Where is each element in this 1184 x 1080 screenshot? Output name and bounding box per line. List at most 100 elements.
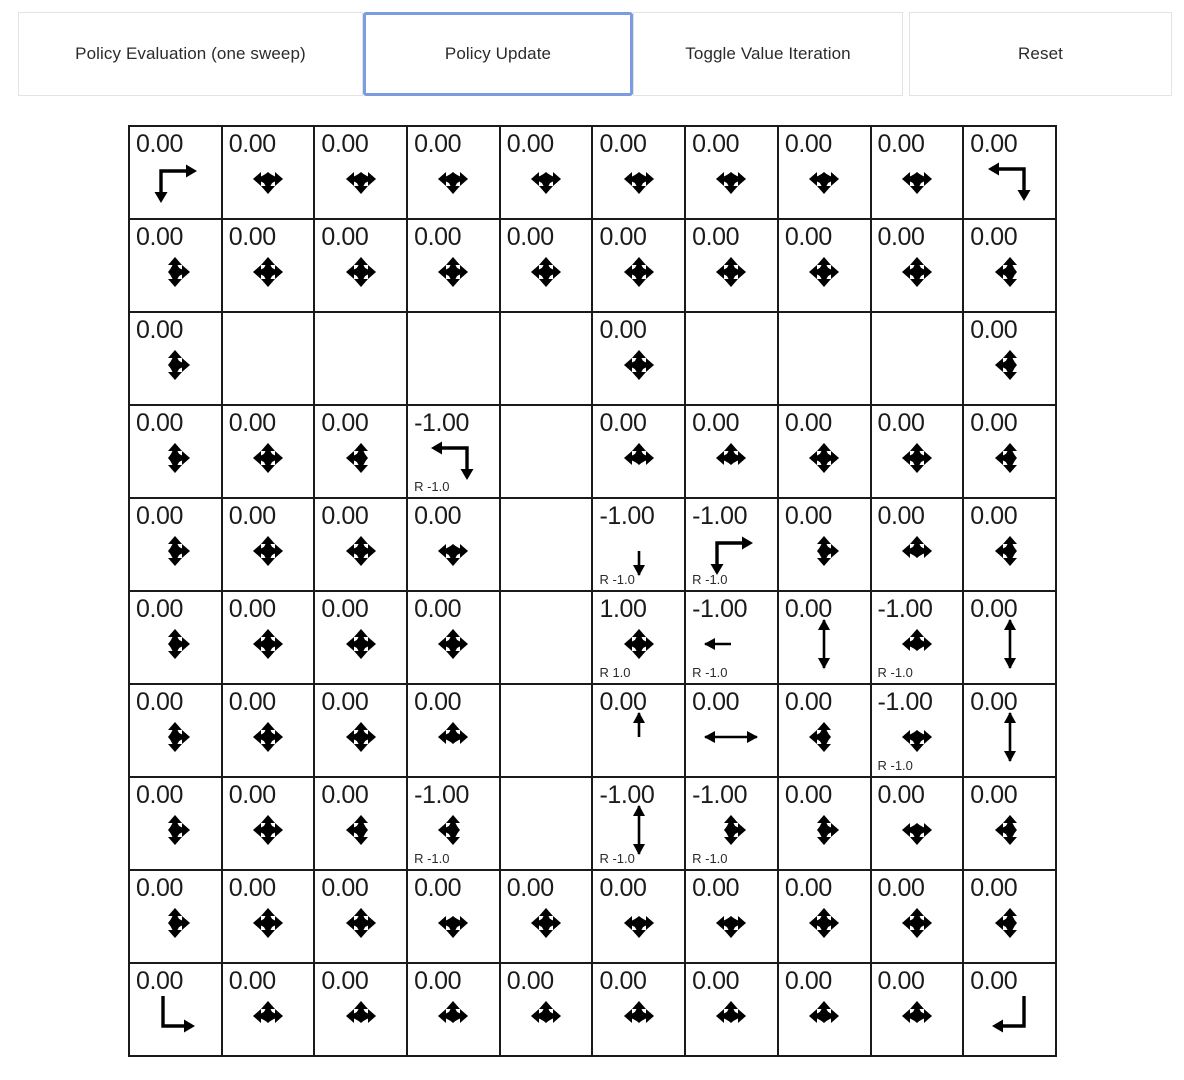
grid-cell[interactable]: 0.00	[962, 683, 1057, 778]
grid-cell[interactable]: 0.00	[962, 869, 1057, 964]
grid-cell[interactable]: 0.00	[220, 125, 316, 220]
grid-cell[interactable]: 0.00	[869, 125, 965, 220]
grid-cell[interactable]: 0.00	[406, 962, 501, 1057]
grid-cell[interactable]: 0.00	[869, 869, 965, 964]
grid-cell[interactable]: 0.00	[776, 776, 872, 871]
grid-cell[interactable]: 0.00	[684, 683, 779, 778]
grid-cell[interactable]: 0.00	[776, 218, 872, 313]
grid-cell[interactable]: 0.00	[684, 869, 779, 964]
grid-cell[interactable]: 0.00	[962, 125, 1057, 220]
grid-cell[interactable]: 0.00	[962, 311, 1057, 406]
grid-cell[interactable]: 0.00	[128, 404, 223, 499]
grid-cell[interactable]: 0.00	[313, 218, 409, 313]
grid-cell[interactable]: 0.00	[406, 869, 501, 964]
grid-cell[interactable]: 0.00	[128, 497, 223, 592]
grid-cell[interactable]: 0.00	[128, 311, 223, 406]
grid-cell-penalty[interactable]: -1.00 R -1.0	[406, 776, 501, 871]
policy-arrows-icon	[779, 525, 870, 581]
grid-cell[interactable]: 0.00	[220, 776, 316, 871]
grid-cell[interactable]: 0.00	[498, 125, 594, 220]
grid-cell[interactable]: 0.00	[776, 590, 872, 685]
grid-cell-penalty[interactable]: -1.00 R -1.0	[684, 590, 779, 685]
grid-cell-penalty[interactable]: -1.00 R -1.0	[869, 590, 965, 685]
grid-cell[interactable]: 0.00	[869, 776, 965, 871]
grid-cell[interactable]: 0.00	[220, 497, 316, 592]
grid-cell[interactable]: 0.00	[591, 218, 687, 313]
grid-cell[interactable]: 0.00	[128, 218, 223, 313]
grid-cell[interactable]: 0.00	[776, 869, 872, 964]
grid-cell[interactable]: 0.00	[684, 404, 779, 499]
grid-cell-penalty[interactable]: -1.00 R -1.0	[869, 683, 965, 778]
grid-cell-penalty[interactable]: -1.00 R -1.0	[684, 497, 779, 592]
grid-cell[interactable]: 0.00	[313, 962, 409, 1057]
grid-cell[interactable]: 0.00	[776, 497, 872, 592]
grid-cell[interactable]: 0.00	[313, 869, 409, 964]
grid-cell[interactable]: 0.00	[962, 218, 1057, 313]
grid-cell[interactable]: 0.00	[128, 776, 223, 871]
grid-cell[interactable]: 0.00	[684, 125, 779, 220]
grid-cell[interactable]: 0.00	[498, 218, 594, 313]
grid-cell[interactable]: 0.00	[313, 497, 409, 592]
grid-cell[interactable]: 0.00	[591, 869, 687, 964]
grid-cell[interactable]: 0.00	[684, 962, 779, 1057]
grid-cell-goal[interactable]: 1.00 R 1.0	[591, 590, 687, 685]
grid-cell[interactable]: 0.00	[591, 683, 687, 778]
grid-cell-penalty[interactable]: -1.00 R -1.0	[591, 497, 687, 592]
grid-cell[interactable]: 0.00	[406, 497, 501, 592]
grid-cell[interactable]: 0.00	[776, 125, 872, 220]
grid-cell[interactable]: 0.00	[591, 962, 687, 1057]
toggle-value-iteration-button[interactable]: Toggle Value Iteration	[633, 12, 903, 96]
grid-cell[interactable]: 0.00	[128, 683, 223, 778]
policy-evaluation-button[interactable]: Policy Evaluation (one sweep)	[18, 12, 363, 96]
grid-cell[interactable]: 0.00	[962, 404, 1057, 499]
policy-update-button[interactable]: Policy Update	[363, 12, 633, 96]
grid-cell[interactable]: 0.00	[220, 218, 316, 313]
grid-cell[interactable]: 0.00	[684, 218, 779, 313]
grid-cell[interactable]: 0.00	[498, 869, 594, 964]
grid-cell[interactable]: 0.00	[220, 404, 316, 499]
grid-cell-penalty[interactable]: -1.00 R -1.0	[684, 776, 779, 871]
grid-cell[interactable]: 0.00	[591, 311, 687, 406]
grid-cell[interactable]: 0.00	[498, 962, 594, 1057]
cell-value: 0.00	[228, 781, 276, 809]
policy-arrows-icon	[686, 246, 777, 302]
grid-cell-penalty[interactable]: -1.00 R -1.0	[406, 404, 501, 499]
grid-cell[interactable]: 0.00	[406, 590, 501, 685]
grid-cell[interactable]: 0.00	[313, 125, 409, 220]
grid-cell-penalty[interactable]: -1.00 R -1.0	[591, 776, 687, 871]
cell-value: 0.00	[228, 409, 276, 437]
grid-cell[interactable]: 0.00	[406, 125, 501, 220]
grid-cell[interactable]: 0.00	[220, 869, 316, 964]
grid-cell[interactable]: 0.00	[220, 590, 316, 685]
grid-cell[interactable]: 0.00	[776, 404, 872, 499]
grid-cell[interactable]: 0.00	[128, 590, 223, 685]
grid-cell[interactable]: 0.00	[313, 776, 409, 871]
grid-cell[interactable]: 0.00	[962, 590, 1057, 685]
grid-cell[interactable]: 0.00	[869, 962, 965, 1057]
grid-cell[interactable]: 0.00	[406, 218, 501, 313]
toggle-value-iteration-button-label: Toggle Value Iteration	[685, 44, 851, 63]
grid-cell[interactable]: 0.00	[869, 218, 965, 313]
grid-cell[interactable]: 0.00	[962, 776, 1057, 871]
grid-cell[interactable]: 0.00	[962, 497, 1057, 592]
cell-value: 0.00	[692, 223, 740, 251]
grid-cell[interactable]: 0.00	[776, 683, 872, 778]
grid-cell[interactable]: 0.00	[869, 404, 965, 499]
grid-cell[interactable]: 0.00	[128, 869, 223, 964]
grid-cell[interactable]: 0.00	[776, 962, 872, 1057]
grid-cell[interactable]: 0.00	[313, 683, 409, 778]
grid-cell[interactable]: 0.00	[313, 404, 409, 499]
grid-cell[interactable]: 0.00	[128, 125, 223, 220]
grid-cell[interactable]: 0.00	[220, 962, 316, 1057]
grid-cell[interactable]: 0.00	[128, 962, 223, 1057]
grid-cell[interactable]: 0.00	[591, 125, 687, 220]
grid-cell[interactable]: 0.00	[869, 497, 965, 592]
grid-cell[interactable]: 0.00	[962, 962, 1057, 1057]
policy-arrows-icon	[315, 990, 406, 1046]
cell-value: 0.00	[970, 409, 1018, 437]
reset-button[interactable]: Reset	[909, 12, 1172, 96]
grid-cell[interactable]: 0.00	[313, 590, 409, 685]
grid-cell[interactable]: 0.00	[406, 683, 501, 778]
grid-cell[interactable]: 0.00	[591, 404, 687, 499]
grid-cell[interactable]: 0.00	[220, 683, 316, 778]
